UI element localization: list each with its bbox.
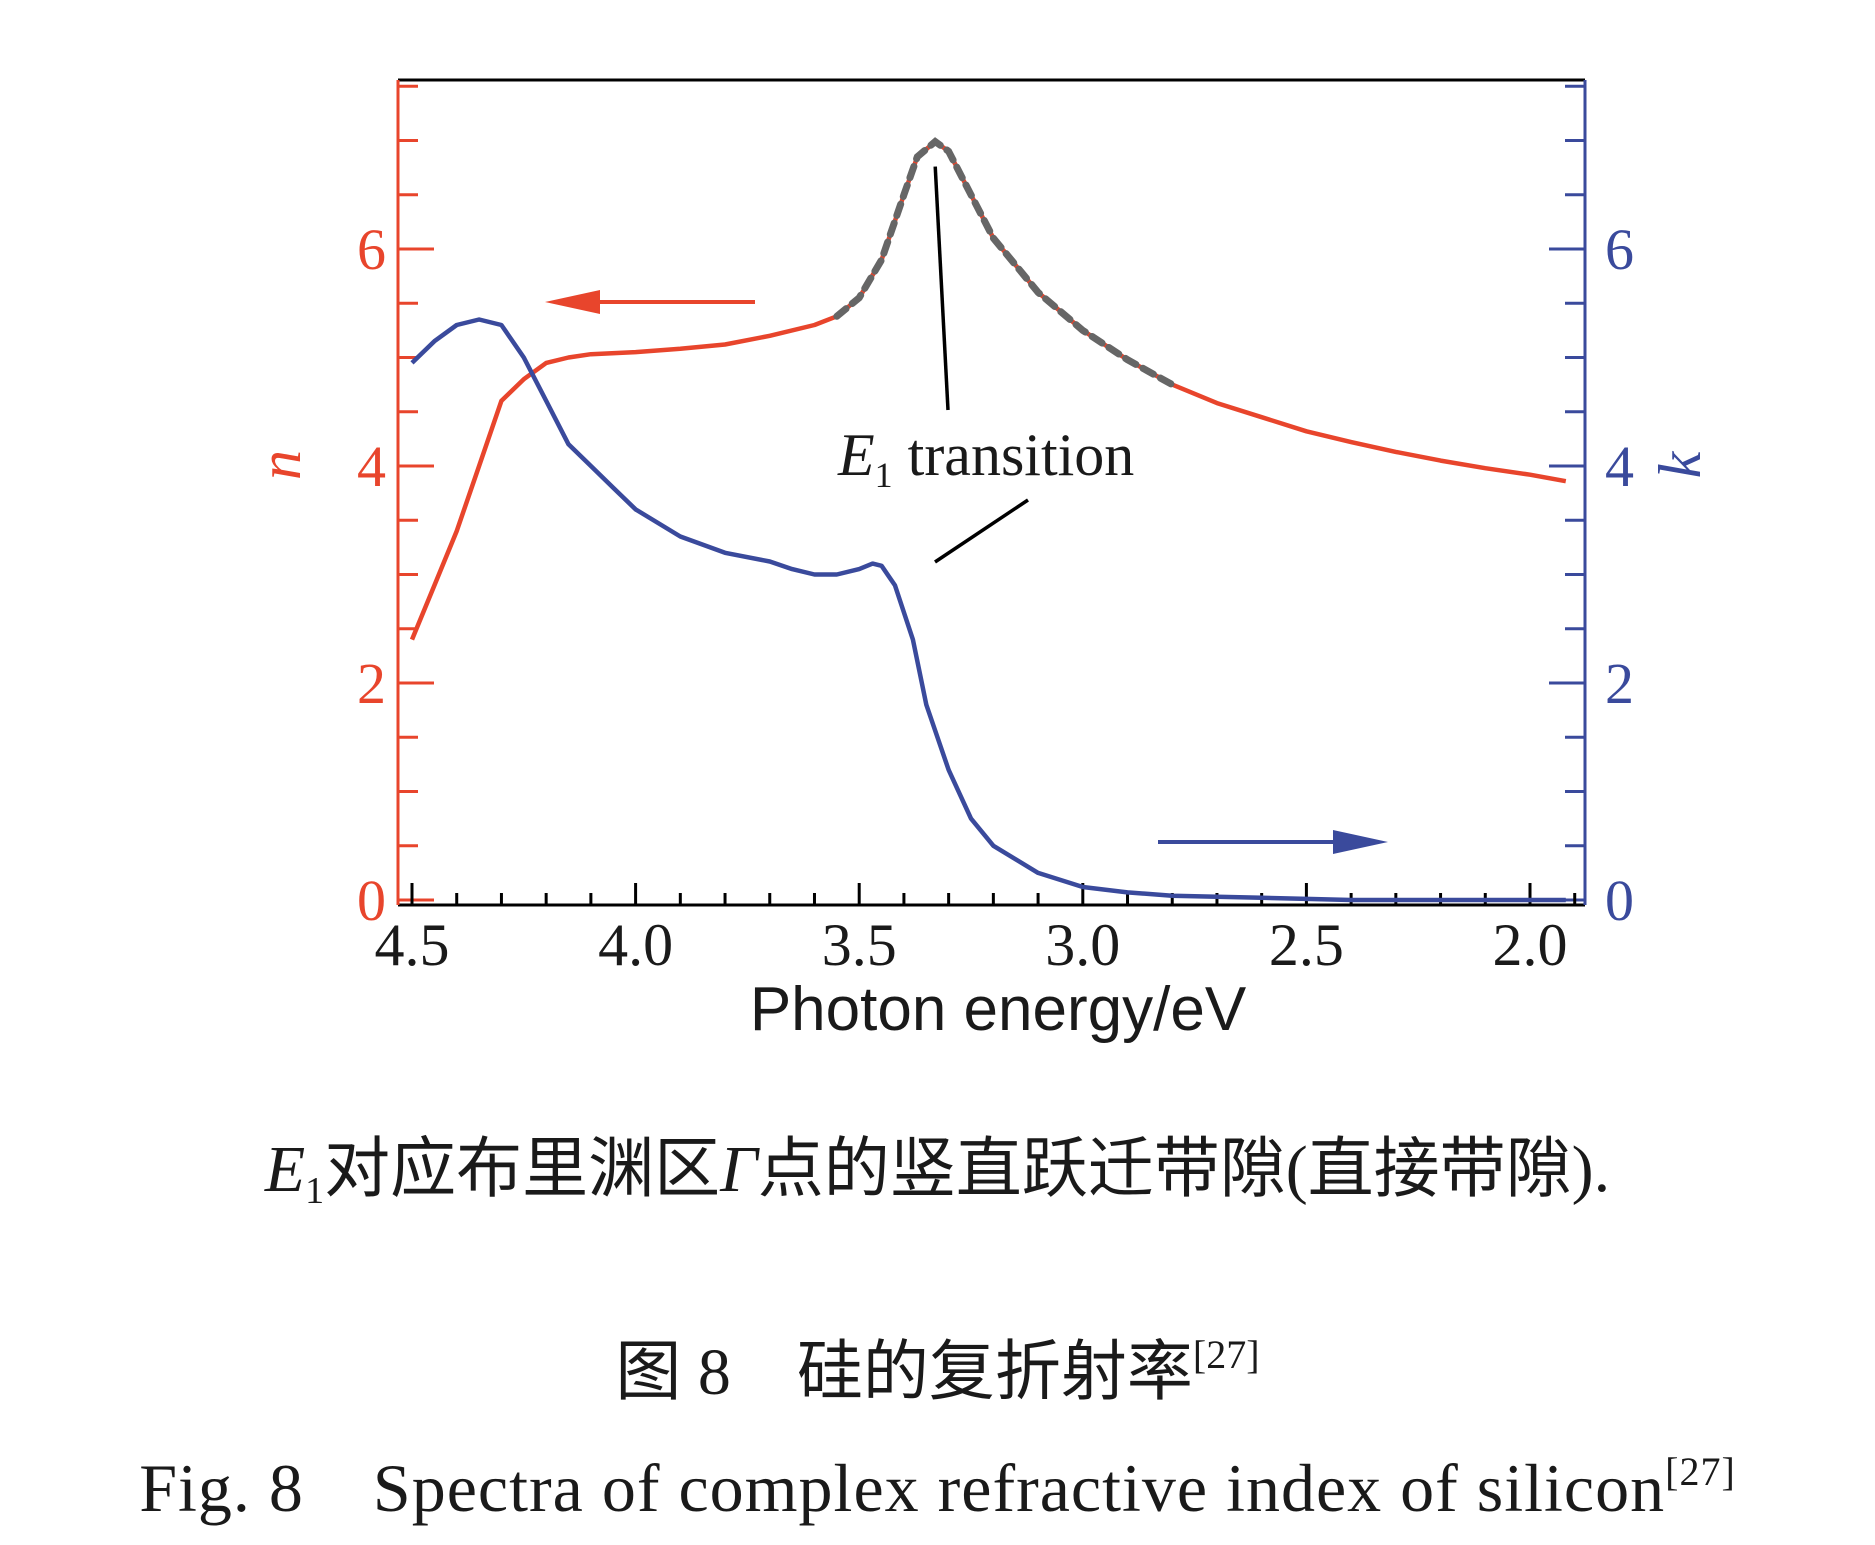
note-subscript: 1 — [305, 1170, 325, 1212]
right-tick-label: 2 — [1605, 651, 1634, 716]
left-tick-label: 2 — [357, 651, 386, 716]
figure-note: E1对应布里渊区Γ点的竖直跃迁带隙(直接带隙). — [0, 1115, 1875, 1213]
n-axis-arrowhead — [545, 290, 600, 314]
caption-zh-ref: [27] — [1192, 1332, 1260, 1377]
x-tick-label: 2.0 — [1493, 912, 1568, 978]
annotation-leader-upper — [933, 166, 950, 411]
chart: 0 2 4 6 0 2 4 6 4.5 4.0 3.5 3.0 2.5 2.0 Photon energy/… — [247, 78, 1713, 1044]
annotation-label: E1 transition — [837, 422, 1134, 495]
x-tick-label: 4.0 — [598, 912, 673, 978]
caption-zh: 图 8 硅的复折射率[27] — [0, 1318, 1875, 1414]
y-left-label: n — [247, 450, 313, 480]
x-tick-label: 2.5 — [1269, 912, 1344, 978]
caption-en-ref: [27] — [1665, 1449, 1736, 1494]
annotation-leader-lower — [934, 498, 1029, 564]
note-text-2: 点的竖直跃迁带隙(直接带隙). — [757, 1133, 1611, 1206]
note-gamma: Γ — [720, 1133, 758, 1206]
x-axis-label: Photon energy/eV — [750, 975, 1247, 1044]
series-n-line — [409, 139, 1567, 641]
right-tick-label: 6 — [1605, 217, 1634, 282]
x-tick-label: 3.5 — [822, 912, 897, 978]
note-text-1: 对应布里渊区 — [324, 1133, 721, 1206]
caption-zh-text: 图 8 硅的复折射率 — [615, 1336, 1193, 1409]
x-tick-label: 4.5 — [375, 912, 450, 978]
caption-en-text: Fig. 8 Spectra of complex refractive ind… — [139, 1450, 1666, 1526]
caption-en: Fig. 8 Spectra of complex refractive ind… — [0, 1432, 1875, 1531]
y-right-label: k — [1647, 450, 1713, 478]
left-tick-label: 0 — [357, 868, 386, 933]
right-tick-label: 0 — [1605, 868, 1634, 933]
right-tick-label: 4 — [1605, 434, 1634, 499]
left-tick-label: 6 — [357, 217, 386, 282]
note-symbol: E — [264, 1133, 306, 1206]
e1-peak-fit-dashed — [833, 137, 1176, 389]
series-k-line — [410, 317, 1566, 903]
x-tick-label: 3.0 — [1045, 912, 1120, 978]
left-tick-label: 4 — [357, 434, 386, 499]
k-axis-arrowhead — [1333, 830, 1388, 854]
